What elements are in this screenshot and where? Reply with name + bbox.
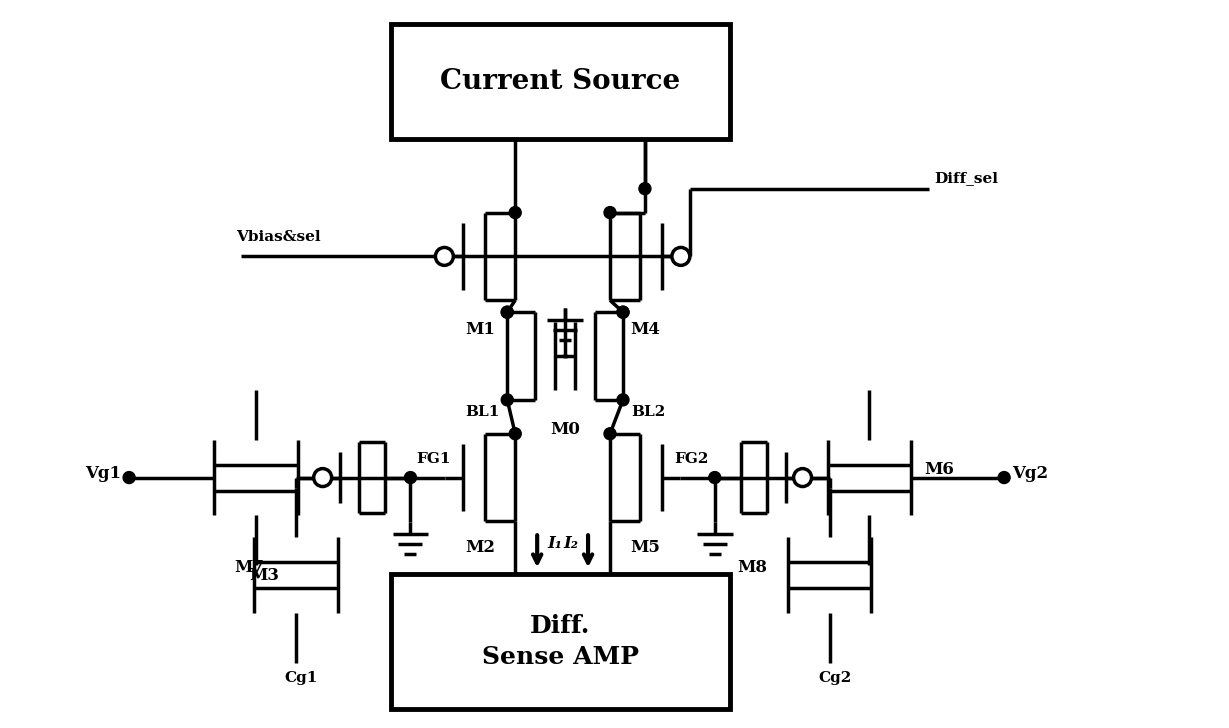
Circle shape [509, 207, 521, 218]
Text: M7: M7 [234, 558, 264, 576]
Text: M3: M3 [248, 567, 279, 585]
Circle shape [617, 306, 629, 318]
Text: Cg1: Cg1 [284, 670, 317, 685]
Text: Diff_sel: Diff_sel [934, 170, 998, 185]
Text: Vg2: Vg2 [1013, 465, 1048, 482]
Circle shape [501, 394, 514, 405]
Text: M2: M2 [466, 539, 495, 556]
Text: M8: M8 [737, 558, 768, 576]
Circle shape [313, 469, 332, 486]
Text: M1: M1 [466, 321, 495, 339]
Text: Current Source: Current Source [440, 68, 680, 95]
Circle shape [501, 306, 514, 318]
Circle shape [672, 248, 689, 266]
Text: M4: M4 [630, 321, 660, 339]
Circle shape [998, 472, 1010, 483]
FancyBboxPatch shape [391, 24, 730, 139]
Circle shape [794, 469, 811, 486]
Text: I₁: I₁ [547, 535, 562, 552]
Text: Vbias&sel: Vbias&sel [236, 231, 321, 245]
Circle shape [509, 428, 521, 440]
Circle shape [501, 306, 514, 318]
Circle shape [435, 248, 454, 266]
Text: BL2: BL2 [630, 405, 665, 419]
Text: FG2: FG2 [675, 451, 709, 466]
Circle shape [123, 472, 135, 483]
Circle shape [617, 306, 629, 318]
Circle shape [709, 472, 720, 483]
Circle shape [603, 207, 616, 218]
Circle shape [603, 428, 616, 440]
Text: BL1: BL1 [465, 405, 499, 419]
Text: M0: M0 [551, 421, 580, 438]
Text: Diff.
Sense AMP: Diff. Sense AMP [482, 614, 639, 669]
Circle shape [639, 183, 651, 194]
FancyBboxPatch shape [391, 574, 730, 708]
Circle shape [617, 394, 629, 405]
Text: M5: M5 [630, 539, 660, 556]
Text: I₂: I₂ [563, 535, 578, 552]
Text: M6: M6 [924, 461, 954, 478]
Text: Cg2: Cg2 [817, 670, 852, 685]
Text: FG1: FG1 [417, 451, 451, 466]
Text: Vg1: Vg1 [85, 465, 122, 482]
Circle shape [404, 472, 417, 483]
